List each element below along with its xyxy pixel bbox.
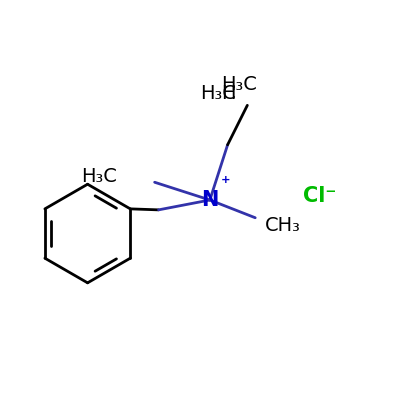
Text: H₃C: H₃C — [81, 167, 117, 186]
Text: Cl⁻: Cl⁻ — [302, 186, 336, 206]
Text: ⁺: ⁺ — [221, 175, 230, 193]
Text: H₃C: H₃C — [222, 74, 257, 94]
Text: CH₃: CH₃ — [265, 216, 301, 235]
Text: N: N — [201, 190, 218, 210]
Text: H₃C: H₃C — [200, 84, 236, 103]
Text: H: H — [221, 84, 236, 103]
